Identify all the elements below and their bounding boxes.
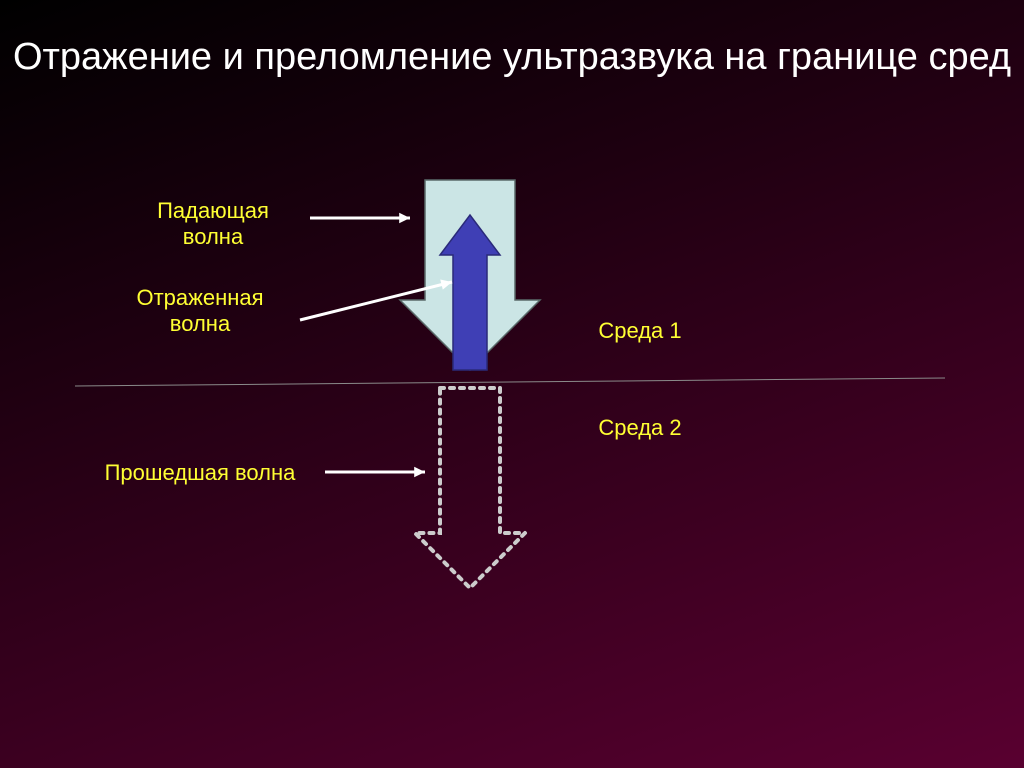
label-transmitted: Прошедшая волна <box>85 460 315 486</box>
slide: Отражение и преломление ультразвука на г… <box>0 0 1024 768</box>
diagram-svg <box>0 0 1024 768</box>
label-medium1: Среда 1 <box>560 318 720 344</box>
label-medium2: Среда 2 <box>560 415 720 441</box>
label-reflected: Отраженная волна <box>100 285 300 338</box>
label-incident: Падающая волна <box>128 198 298 251</box>
slide-title: Отражение и преломление ультразвука на г… <box>0 35 1024 81</box>
